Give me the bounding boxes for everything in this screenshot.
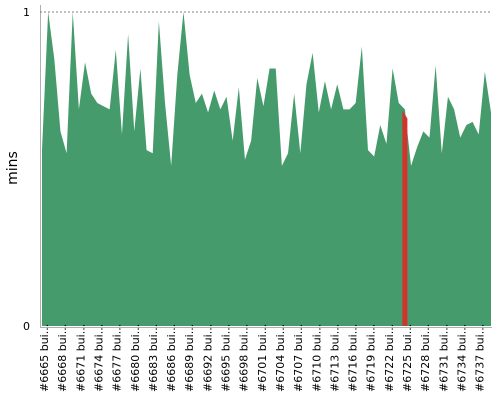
x-tick-label: #6665 bui...	[38, 324, 51, 392]
series-layer	[42, 12, 491, 326]
x-tick-label: #6671 bui...	[74, 324, 87, 392]
x-tick-label: #6677 bui...	[111, 324, 124, 392]
x-tick-label: #6680 bui...	[129, 324, 142, 392]
x-tick-labels: #6665 bui... #6668 bui... #6671 bui... #667…	[38, 324, 487, 392]
x-tick-label: #6698 bui...	[238, 324, 251, 392]
x-tick-label: #6686 bui...	[165, 324, 178, 392]
x-tick-label: #6701 bui...	[256, 324, 269, 392]
x-tick-label: #6728 bui...	[419, 324, 432, 392]
y-axis-label: mins	[5, 151, 21, 185]
x-tick-label: #6731 bui...	[437, 324, 450, 392]
x-tick-label: #6689 bui...	[183, 324, 196, 392]
series-area	[42, 12, 491, 326]
highlighted-build-marker	[402, 110, 408, 326]
x-tick-label: #6734 bui...	[455, 324, 468, 392]
x-tick-label: #6737 bui...	[474, 324, 487, 392]
y-axis-group: 1 0 mins	[5, 5, 492, 333]
x-tick-label: #6725 bui...	[401, 324, 414, 392]
x-tick-label: #6710 bui...	[310, 324, 323, 392]
x-tick-label: #6719 bui...	[365, 324, 378, 392]
x-tick-label: #6668 bui...	[56, 324, 69, 392]
x-tick-label: #6707 bui...	[292, 324, 305, 392]
x-tick-label: #6713 bui...	[328, 324, 341, 392]
x-tick-label: #6716 bui...	[347, 324, 360, 392]
x-tick-label: #6692 bui...	[201, 324, 214, 392]
x-tick-label: #6674 bui...	[92, 324, 105, 392]
y-tick-label-max: 1	[23, 6, 30, 19]
x-tick-label: #6722 bui...	[383, 324, 396, 392]
x-tick-label: #6683 bui...	[147, 324, 160, 392]
x-tick-label: #6704 bui...	[274, 324, 287, 392]
y-tick-label-min: 0	[23, 320, 30, 333]
x-tick-label: #6695 bui...	[220, 324, 233, 392]
